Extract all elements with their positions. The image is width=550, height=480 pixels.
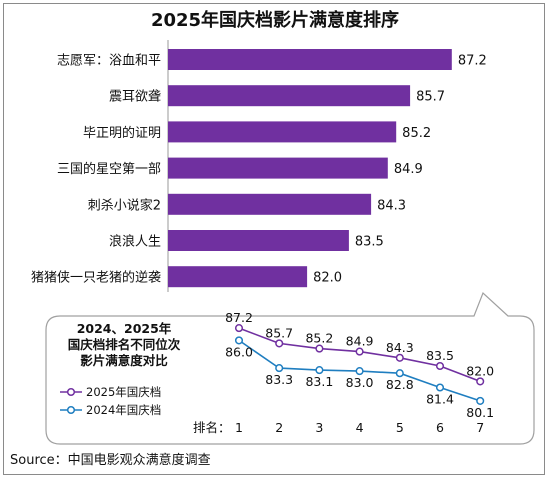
data-label: 80.1: [466, 405, 494, 420]
data-point: [435, 361, 445, 371]
bar: [168, 266, 308, 288]
data-label: 81.4: [426, 392, 454, 407]
data-label: 83.0: [346, 375, 374, 390]
bar: [168, 49, 452, 70]
chart-title: 2025年国庆档影片满意度排序: [150, 10, 400, 31]
x-tick-label: 7: [476, 420, 484, 435]
bar-value-label: 84.3: [377, 198, 406, 213]
data-label: 83.5: [426, 348, 454, 363]
bar: [168, 85, 411, 107]
bar-value-label: 87.2: [458, 54, 487, 69]
data-point: [355, 367, 364, 376]
bar-value-label: 85.7: [416, 90, 445, 105]
inset-title-line: 影片满意度对比: [80, 353, 168, 368]
bar-category-label: 猪猪侠一只老猪的逆袭: [31, 270, 161, 286]
data-point: [435, 383, 445, 392]
bar-category-label: 刺杀小说家2: [88, 197, 161, 213]
x-tick-label: 3: [315, 420, 323, 435]
bar: [168, 121, 397, 143]
data-point: [275, 339, 284, 348]
data-point: [476, 377, 485, 386]
data-label: 84.3: [386, 340, 414, 355]
data-label: 85.2: [305, 331, 333, 346]
bar-category-label: 三国的星空第一部: [57, 161, 161, 177]
data-label: 86.0: [225, 344, 253, 359]
data-point: [275, 364, 284, 373]
x-tick-label: 2: [275, 420, 283, 435]
data-label: 82.0: [466, 363, 494, 378]
bar: [168, 157, 388, 179]
data-point: [234, 336, 244, 345]
bar-value-label: 83.5: [355, 235, 384, 250]
data-label: 85.7: [265, 325, 293, 340]
inset-title-line: 国庆档排名不同位次: [68, 337, 181, 352]
data-point: [476, 396, 485, 405]
data-point: [395, 353, 404, 362]
data-label: 82.8: [386, 377, 414, 392]
bar-category-label: 震耳欲聋: [109, 89, 161, 105]
x-tick-label: 5: [396, 420, 404, 435]
bar: [168, 230, 349, 251]
x-axis-label: 排名：: [193, 420, 231, 435]
source-note: Source：中国电影观众满意度调查: [10, 453, 211, 468]
data-point: [315, 344, 324, 353]
x-tick-label: 4: [356, 420, 364, 435]
data-label: 84.9: [346, 334, 374, 349]
legend-marker: [66, 387, 76, 397]
data-point: [395, 369, 404, 378]
legend-label: 2025年国庆档: [86, 385, 161, 399]
bar-category-label: 志愿军：浴血和平: [57, 54, 161, 69]
data-label: 83.1: [305, 374, 333, 389]
x-tick-label: 6: [436, 420, 444, 435]
bar: [168, 193, 372, 215]
x-tick-label: 1: [235, 420, 243, 435]
bar-value-label: 85.2: [402, 126, 431, 141]
data-point: [315, 366, 324, 375]
legend-label: 2024年国庆档: [86, 403, 161, 417]
bar-value-label: 84.9: [394, 162, 423, 177]
bar-category-label: 毕正明的证明: [83, 125, 161, 141]
bar-value-label: 82.0: [313, 271, 342, 286]
bar-category-label: 浪浪人生: [109, 235, 161, 250]
data-point: [234, 324, 244, 333]
inset-title-line: 2024、2025年: [77, 321, 172, 336]
legend-marker: [66, 405, 76, 415]
data-label: 83.3: [265, 372, 293, 387]
data-label: 87.2: [225, 310, 253, 325]
data-point: [355, 347, 364, 356]
